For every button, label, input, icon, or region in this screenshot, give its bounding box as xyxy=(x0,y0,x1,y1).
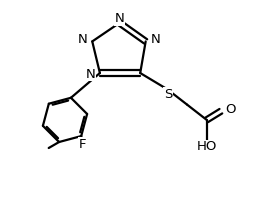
Text: N: N xyxy=(115,12,124,25)
Text: HO: HO xyxy=(196,140,217,153)
Text: N: N xyxy=(78,33,88,46)
Text: N: N xyxy=(85,68,95,81)
Text: O: O xyxy=(226,102,236,116)
Text: F: F xyxy=(79,138,86,151)
Text: N: N xyxy=(150,33,160,46)
Text: S: S xyxy=(164,88,173,101)
